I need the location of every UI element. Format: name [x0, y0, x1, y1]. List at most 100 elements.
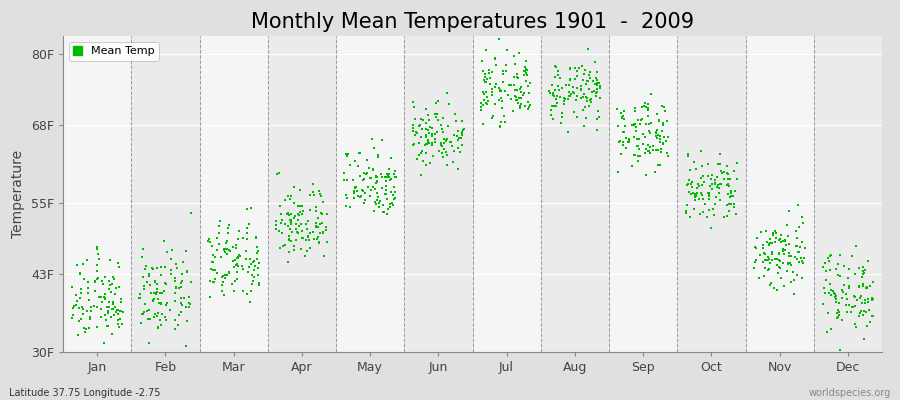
- Point: [694, 189, 708, 196]
- Point: [611, 123, 625, 129]
- Point: [287, 243, 302, 250]
- Point: [499, 62, 513, 68]
- Point: [709, 174, 724, 180]
- Point: [864, 313, 878, 319]
- Point: [164, 256, 178, 262]
- Point: [563, 91, 578, 98]
- Point: [352, 194, 366, 200]
- Point: [774, 239, 788, 246]
- Point: [796, 260, 810, 266]
- Point: [711, 182, 725, 188]
- Point: [380, 174, 394, 181]
- Point: [610, 106, 625, 112]
- Point: [579, 115, 593, 121]
- Point: [590, 82, 605, 88]
- Point: [622, 138, 636, 144]
- Point: [583, 96, 598, 102]
- Point: [771, 257, 786, 264]
- Point: [479, 100, 493, 106]
- Point: [456, 127, 471, 133]
- Point: [590, 76, 604, 83]
- Point: [244, 288, 258, 294]
- Point: [683, 181, 698, 187]
- Point: [310, 236, 324, 242]
- Point: [652, 139, 667, 146]
- Point: [720, 202, 734, 208]
- Point: [865, 295, 879, 301]
- Point: [347, 188, 362, 194]
- Point: [367, 199, 382, 206]
- Point: [208, 266, 222, 273]
- Point: [452, 135, 466, 141]
- Point: [824, 326, 838, 332]
- Point: [138, 266, 152, 272]
- Point: [428, 136, 443, 142]
- Point: [545, 116, 560, 122]
- Point: [81, 325, 95, 331]
- Point: [570, 85, 584, 92]
- Point: [168, 298, 183, 304]
- Point: [700, 173, 715, 180]
- Point: [788, 276, 802, 283]
- Point: [619, 145, 634, 151]
- Point: [760, 267, 775, 273]
- Point: [94, 299, 109, 306]
- Point: [508, 97, 523, 103]
- Point: [379, 182, 393, 189]
- Point: [382, 201, 397, 208]
- Point: [776, 238, 790, 244]
- Point: [168, 261, 183, 267]
- Point: [356, 177, 370, 183]
- Point: [576, 70, 590, 77]
- Point: [618, 135, 633, 142]
- Point: [836, 288, 850, 295]
- Point: [357, 175, 372, 182]
- Point: [382, 174, 396, 180]
- Point: [639, 172, 653, 178]
- Point: [219, 272, 233, 279]
- Point: [661, 134, 675, 140]
- Point: [282, 237, 296, 243]
- Point: [137, 308, 151, 315]
- Point: [374, 170, 389, 177]
- Point: [713, 196, 727, 203]
- Point: [641, 105, 655, 111]
- Point: [366, 208, 381, 214]
- Point: [558, 96, 572, 102]
- Point: [74, 316, 88, 322]
- Point: [679, 210, 693, 216]
- Point: [97, 296, 112, 302]
- Point: [523, 80, 537, 86]
- Point: [407, 104, 421, 110]
- Point: [829, 293, 843, 299]
- Point: [576, 123, 590, 130]
- Point: [823, 281, 837, 287]
- Point: [766, 230, 780, 236]
- Point: [420, 141, 435, 147]
- Point: [771, 264, 786, 270]
- Point: [480, 76, 494, 82]
- Point: [831, 314, 845, 321]
- Point: [274, 217, 289, 223]
- Point: [641, 112, 655, 119]
- Point: [723, 194, 737, 200]
- Point: [842, 283, 857, 290]
- Point: [681, 151, 696, 157]
- Point: [701, 161, 716, 167]
- Point: [447, 132, 462, 138]
- Point: [442, 100, 456, 107]
- Point: [589, 75, 603, 82]
- Point: [369, 173, 383, 179]
- Point: [824, 292, 838, 299]
- Point: [795, 258, 809, 264]
- Point: [251, 265, 266, 271]
- Point: [570, 68, 584, 75]
- Point: [616, 114, 630, 121]
- Point: [426, 152, 440, 159]
- Point: [419, 106, 434, 112]
- Point: [67, 312, 81, 318]
- Point: [695, 163, 709, 169]
- Point: [592, 80, 607, 86]
- Point: [282, 233, 296, 239]
- Point: [819, 277, 833, 284]
